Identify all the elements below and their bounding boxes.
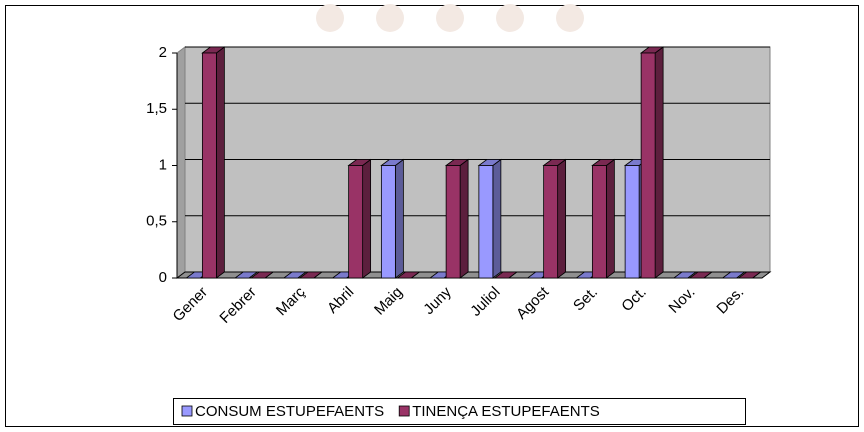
- legend-label: CONSUM ESTUPEFAENTS: [195, 403, 384, 420]
- side-wall: [176, 46, 186, 279]
- bar-top: [672, 271, 698, 279]
- bar-side: [215, 46, 225, 279]
- bar-side: [459, 158, 469, 279]
- legend: [173, 398, 746, 425]
- bar-top: [249, 271, 275, 279]
- watermark: [376, 4, 404, 32]
- bar: [201, 52, 217, 279]
- y-tick-label: 1,5: [146, 100, 167, 117]
- bar-top: [688, 271, 714, 279]
- bar-top: [721, 271, 746, 279]
- bar: [380, 165, 396, 279]
- bar-top: [396, 271, 421, 279]
- bar-top: [282, 271, 308, 279]
- bar-side: [362, 158, 372, 279]
- bar: [348, 165, 364, 279]
- y-tick-label: 0,5: [146, 213, 167, 230]
- y-tick-label: 1: [159, 156, 167, 173]
- bar-side: [605, 158, 615, 279]
- bar-side: [492, 158, 502, 279]
- bar: [591, 165, 607, 279]
- bar: [640, 52, 656, 279]
- legend-swatch: [398, 405, 410, 417]
- watermark: [556, 4, 584, 32]
- legend-swatch: [181, 405, 193, 417]
- bar-top: [233, 271, 259, 279]
- watermark: [436, 4, 464, 32]
- bar: [445, 165, 461, 279]
- y-tick-label: 2: [159, 44, 167, 61]
- y-tick-label: 0: [159, 269, 167, 286]
- bar: [624, 165, 640, 279]
- bar-side: [654, 46, 664, 279]
- bar-top: [737, 271, 762, 279]
- bar: [543, 165, 559, 279]
- bar-top: [493, 271, 519, 279]
- watermark: [496, 4, 524, 32]
- watermark: [316, 4, 344, 32]
- bar-top: [298, 271, 324, 279]
- bar-side: [394, 158, 404, 279]
- legend-label: TINENÇA ESTUPEFAENTS: [412, 403, 600, 420]
- bar-side: [557, 158, 567, 279]
- bar: [478, 165, 494, 279]
